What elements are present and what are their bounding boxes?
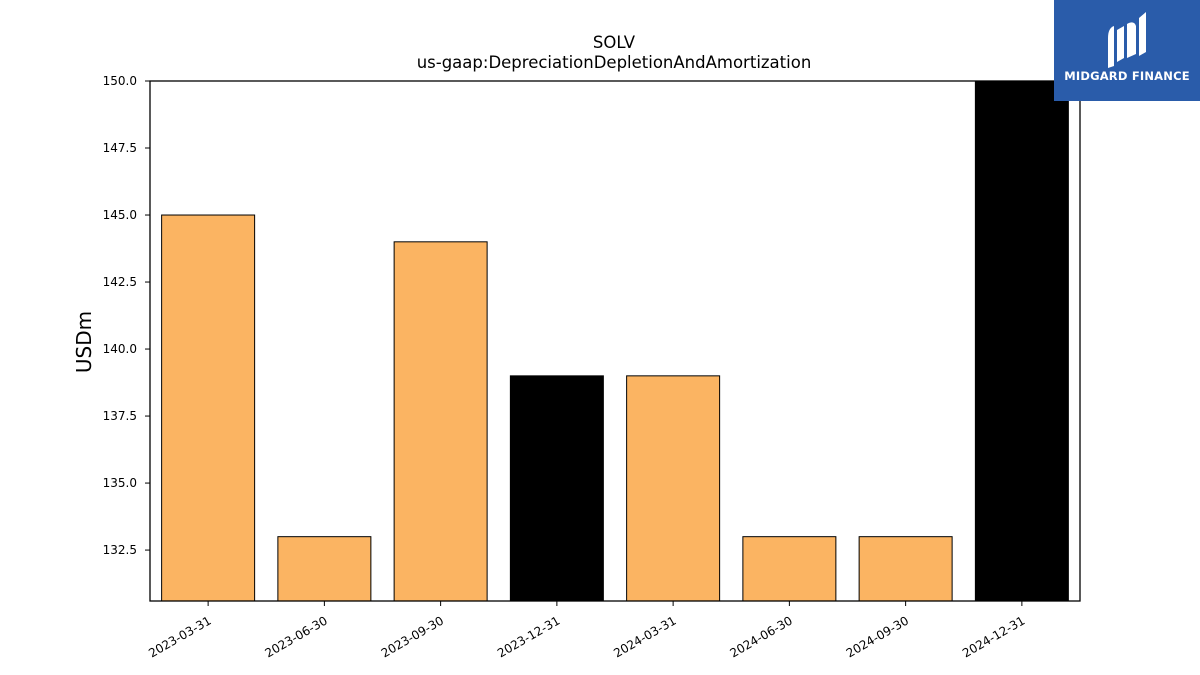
y-axis-ticks: 132.5 135.0 137.5 140.0 142.5 145.0 147.5 150.0 bbox=[103, 74, 150, 557]
chart-title: SOLV bbox=[593, 33, 636, 52]
logo-text: MIDGARD FINANCE bbox=[1064, 69, 1190, 83]
bar-2024-09-30 bbox=[858, 536, 953, 602]
midgard-finance-logo: MIDGARD FINANCE bbox=[1054, 0, 1200, 101]
y-tick-label: 150.0 bbox=[103, 74, 137, 88]
x-tick-label: 2023-12-31 bbox=[495, 613, 562, 660]
logo-mark-icon bbox=[1108, 12, 1146, 68]
x-tick-label: 2024-09-30 bbox=[844, 613, 911, 660]
x-axis-ticks: 2023-03-31 2023-06-30 2023-09-30 2023-12-31… bbox=[146, 601, 1027, 660]
y-tick-label: 137.5 bbox=[103, 409, 137, 423]
plot-frame bbox=[149, 80, 1081, 602]
y-tick-label: 135.0 bbox=[103, 476, 137, 490]
bar-2023-03-31 bbox=[161, 214, 256, 602]
y-tick-label: 145.0 bbox=[103, 208, 137, 222]
x-tick-label: 2024-06-30 bbox=[727, 613, 794, 660]
bar-2024-06-30 bbox=[742, 536, 837, 602]
chart-subtitle: us-gaap:DepreciationDepletionAndAmortiza… bbox=[417, 53, 812, 72]
x-tick-label: 2023-03-31 bbox=[146, 613, 213, 660]
bar-2024-03-31 bbox=[626, 375, 721, 602]
y-tick-label: 147.5 bbox=[103, 141, 137, 155]
bars-layer bbox=[161, 80, 1069, 602]
x-tick-label: 2023-06-30 bbox=[262, 613, 329, 660]
x-tick-label: 2024-12-31 bbox=[960, 613, 1027, 660]
y-tick-label: 140.0 bbox=[103, 342, 137, 356]
x-tick-label: 2024-03-31 bbox=[611, 613, 678, 660]
y-tick-label: 132.5 bbox=[103, 543, 137, 557]
bar-2024-12-31 bbox=[974, 80, 1069, 602]
bar-2023-06-30 bbox=[277, 536, 372, 602]
y-tick-label: 142.5 bbox=[103, 275, 137, 289]
bar-2023-12-31 bbox=[509, 375, 604, 602]
x-tick-label: 2023-09-30 bbox=[379, 613, 446, 660]
y-axis-label: USDm bbox=[72, 311, 96, 373]
bar-2023-09-30 bbox=[393, 241, 488, 602]
